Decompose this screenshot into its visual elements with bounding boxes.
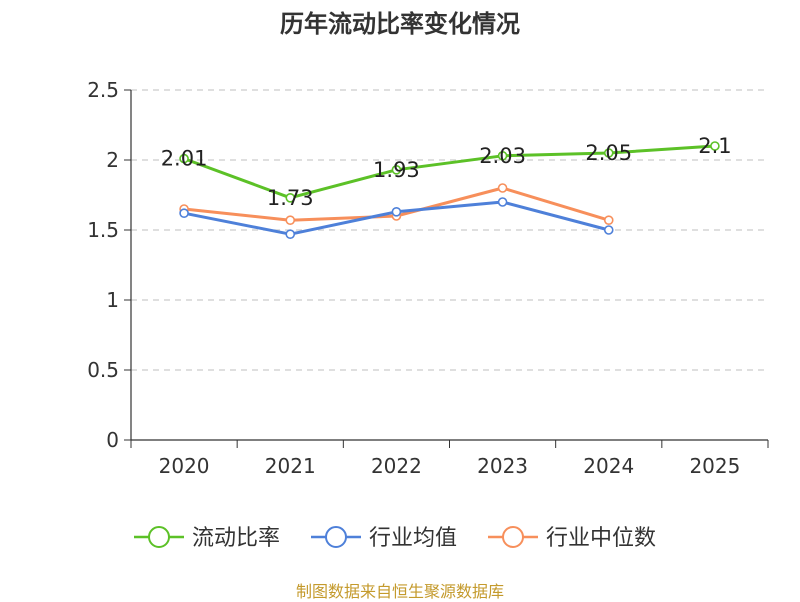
data-label: 1.93 [373,158,420,182]
y-tick-label: 0.5 [87,358,119,382]
data-label: 2.05 [585,141,632,165]
data-point[interactable] [603,215,614,225]
x-tick-label: 2025 [689,454,740,478]
series [179,141,720,239]
axes: 0 0.5 1 1.5 2 2.5 2020 2021 2022 2023 2024 2025 [87,78,769,478]
y-tick-label: 1 [106,288,119,312]
data-point[interactable] [285,215,296,225]
data-label: 2.03 [479,144,526,168]
y-tick-label: 0 [106,428,119,452]
data-point[interactable] [179,208,189,218]
legend-marker [148,526,170,548]
legend-label: 行业中位数 [546,526,656,551]
data-label: 2.1 [698,134,731,158]
data-point[interactable] [179,153,189,164]
x-tick-label: 2020 [159,454,210,478]
x-tick-label: 2021 [265,454,316,478]
legend-item[interactable]: 行业中位数 [488,526,656,551]
grid [131,89,768,371]
x-tick-label: 2024 [583,454,634,478]
data-point[interactable] [497,151,508,161]
data-point[interactable] [603,148,614,158]
data-point[interactable] [497,183,508,193]
legend[interactable]: 流动比率 行业均值 行业中位数 [134,526,656,551]
chart-title: 历年流动比率变化情况 [280,10,520,38]
data-point[interactable] [285,193,296,203]
data-point[interactable] [391,207,402,217]
data-point[interactable] [603,225,614,235]
y-tick-label: 1.5 [87,218,119,242]
data-point[interactable] [391,165,402,175]
x-tick-label: 2022 [371,454,422,478]
data-point[interactable] [710,141,720,151]
y-tick-label: 2 [106,148,119,172]
legend-label: 行业均值 [369,526,457,551]
x-tick-label: 2023 [477,454,528,478]
data-label: 1.73 [267,186,314,210]
data-point[interactable] [285,229,296,239]
y-tick-label: 2.5 [87,78,119,102]
series-line [182,144,717,200]
data-label: 2.01 [161,147,208,171]
legend-item[interactable]: 行业均值 [311,526,457,551]
data-labels: 2.01 1.73 1.93 2.03 2.05 2.1 [161,134,732,210]
legend-label: 流动比率 [192,526,280,551]
legend-marker [502,526,524,548]
source-note: 制图数据来自恒生聚源数据库 [295,582,504,601]
data-point[interactable] [497,197,508,207]
legend-item[interactable]: 流动比率 [134,526,280,551]
legend-marker [325,526,347,548]
